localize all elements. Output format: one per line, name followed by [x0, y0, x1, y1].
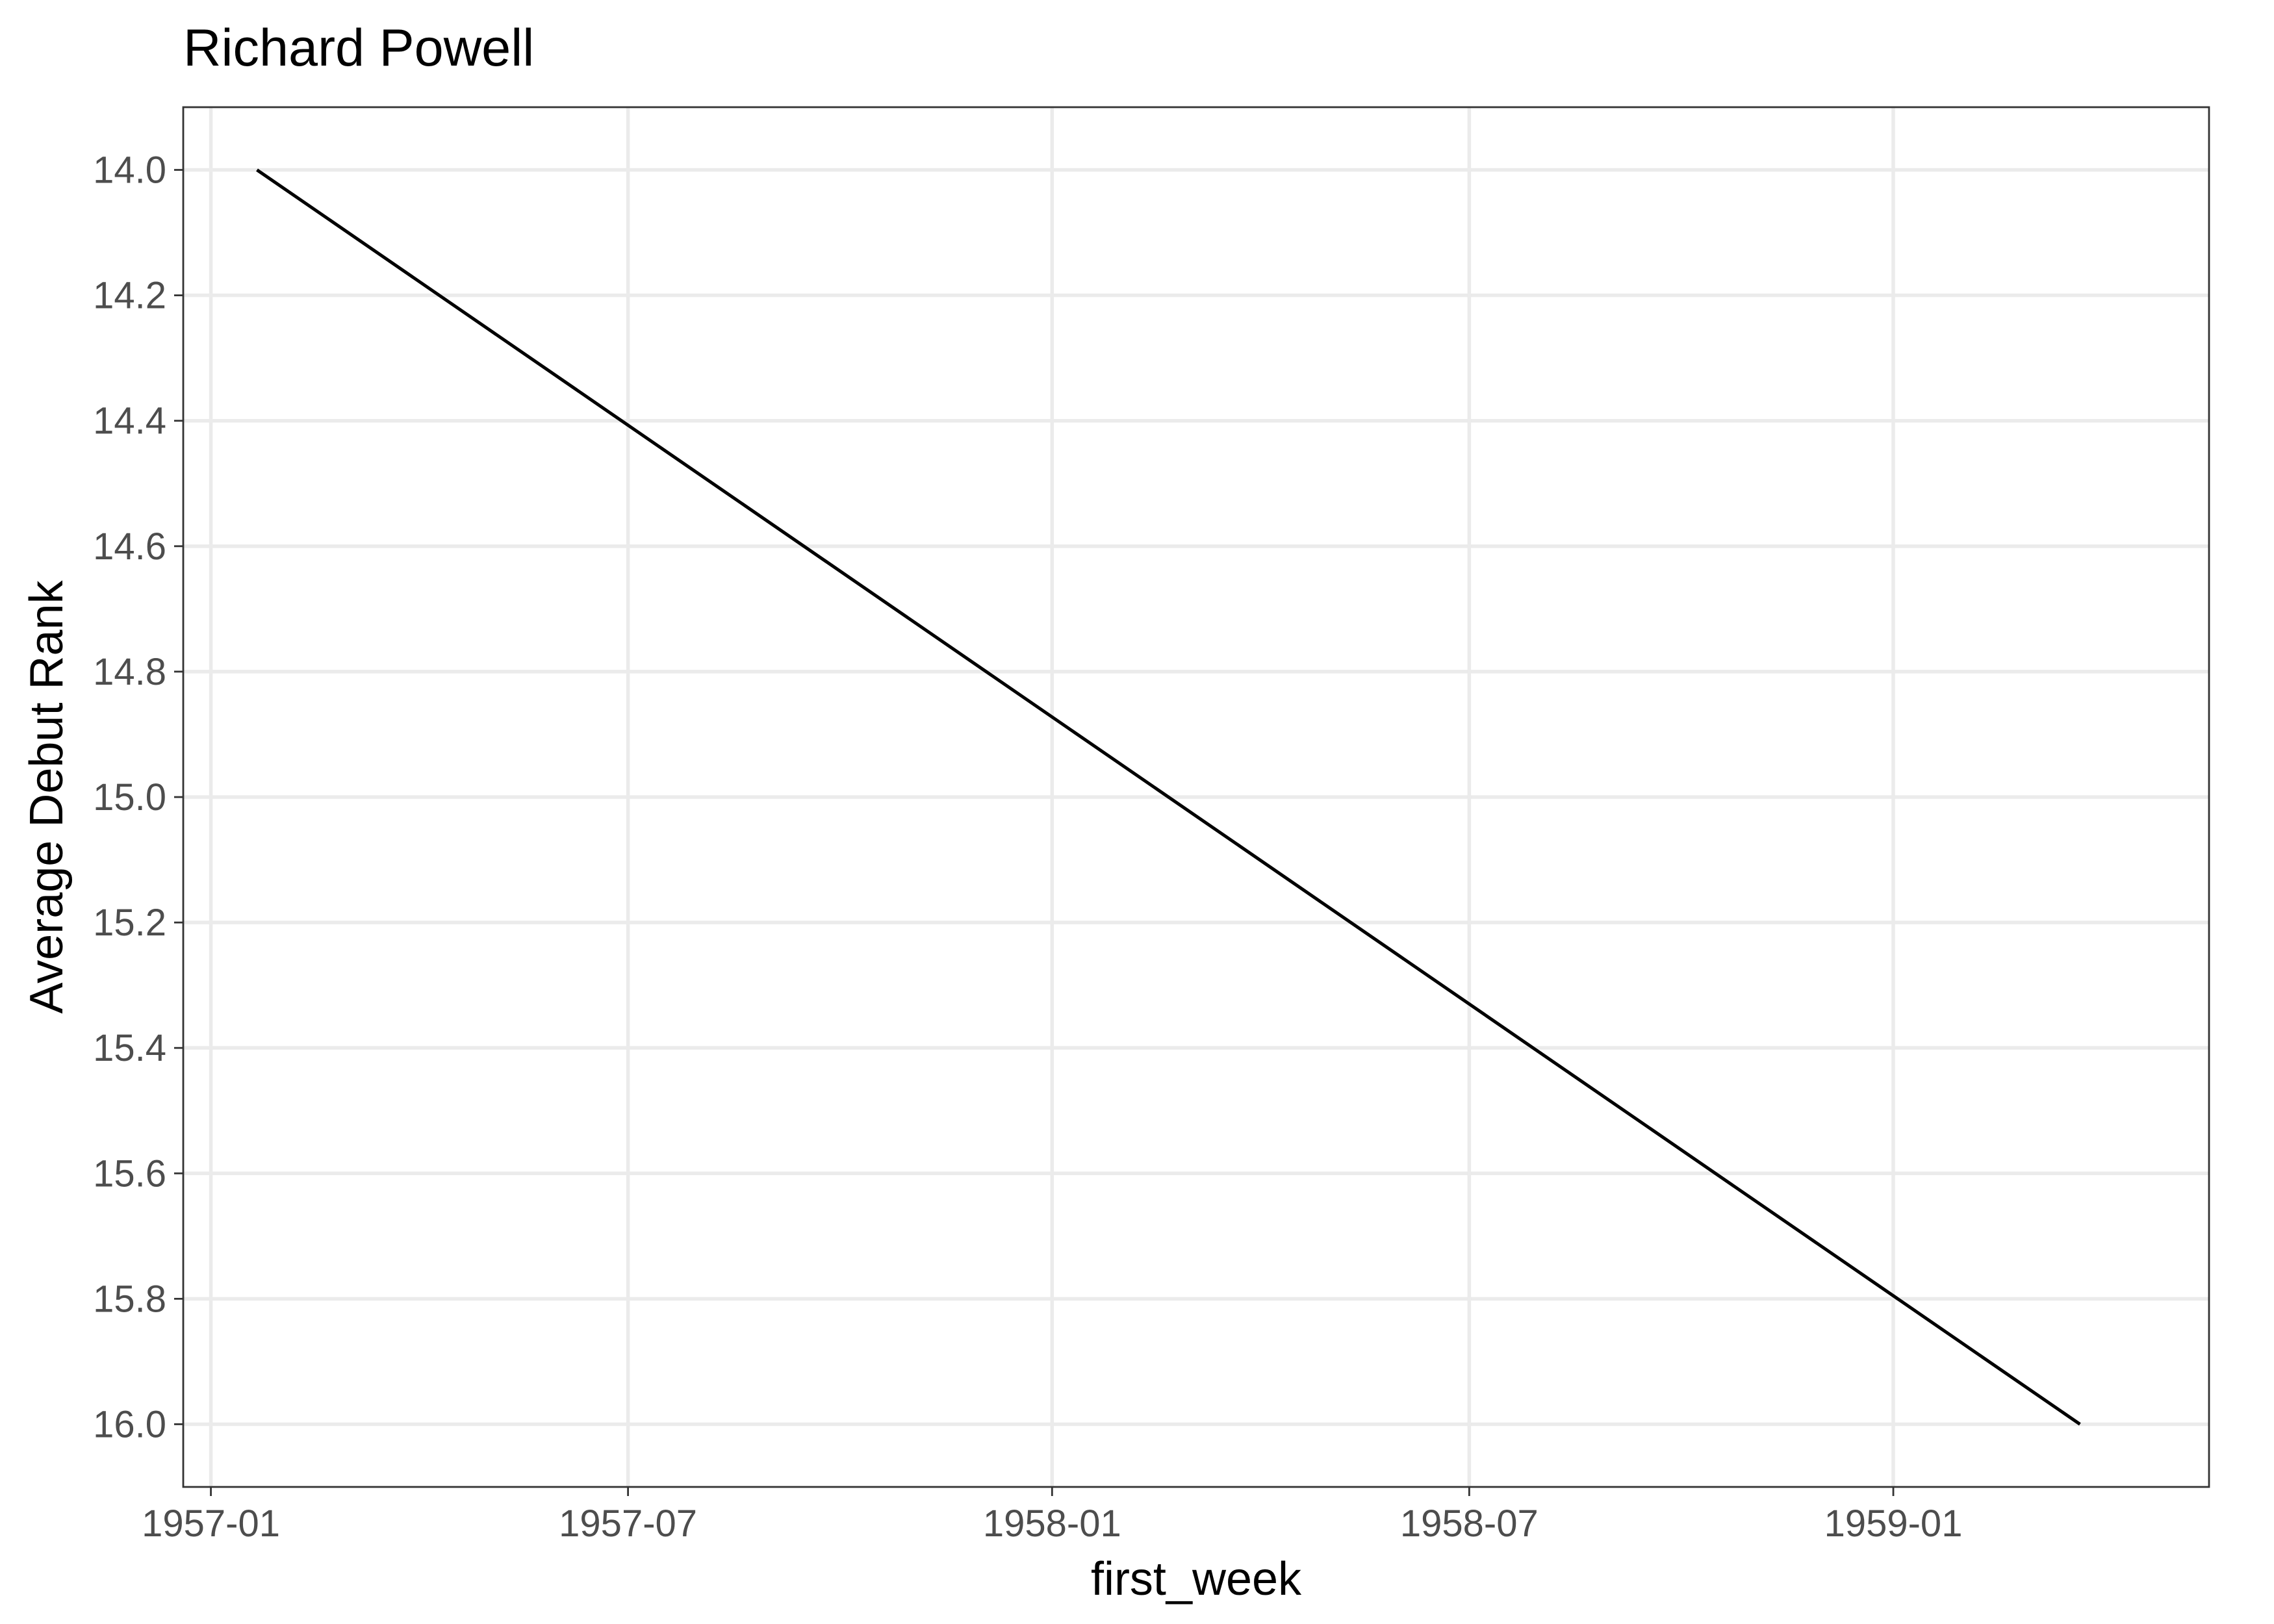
y-tick-label: 14.6: [93, 526, 166, 568]
y-tick-label: 14.4: [93, 400, 166, 442]
y-tick-label: 15.4: [93, 1027, 166, 1069]
y-axis-title: Average Debut Rank: [21, 579, 73, 1013]
y-tick-label: 15.0: [93, 776, 166, 818]
y-tick-label: 14.2: [93, 275, 166, 317]
x-axis: 1957-01 1957-07 1958-01 1958-07 1959-01: [142, 1487, 1962, 1545]
x-tick-label: 1957-07: [559, 1503, 697, 1545]
x-tick-label: 1959-01: [1824, 1503, 1963, 1545]
y-tick-label: 16.0: [93, 1403, 166, 1445]
chart-title: Richard Powell: [183, 19, 534, 77]
grid-lines: [183, 107, 2209, 1487]
x-tick-label: 1957-01: [142, 1503, 280, 1545]
series-layer: [256, 168, 2081, 1426]
x-axis-title: first_week: [1091, 1553, 1302, 1605]
series-line: [256, 168, 2081, 1426]
y-axis: 14.0 14.2 14.4 14.6 14.8 15.0 15.2 15.4 15.6 15.8…: [93, 149, 183, 1445]
x-tick-label: 1958-01: [983, 1503, 1121, 1545]
y-tick-label: 14.8: [93, 651, 166, 693]
y-tick-label: 15.6: [93, 1152, 166, 1195]
y-tick-label: 14.0: [93, 149, 166, 192]
y-tick-label: 15.2: [93, 902, 166, 944]
x-tick-label: 1958-07: [1400, 1503, 1539, 1545]
y-tick-label: 15.8: [93, 1278, 166, 1320]
